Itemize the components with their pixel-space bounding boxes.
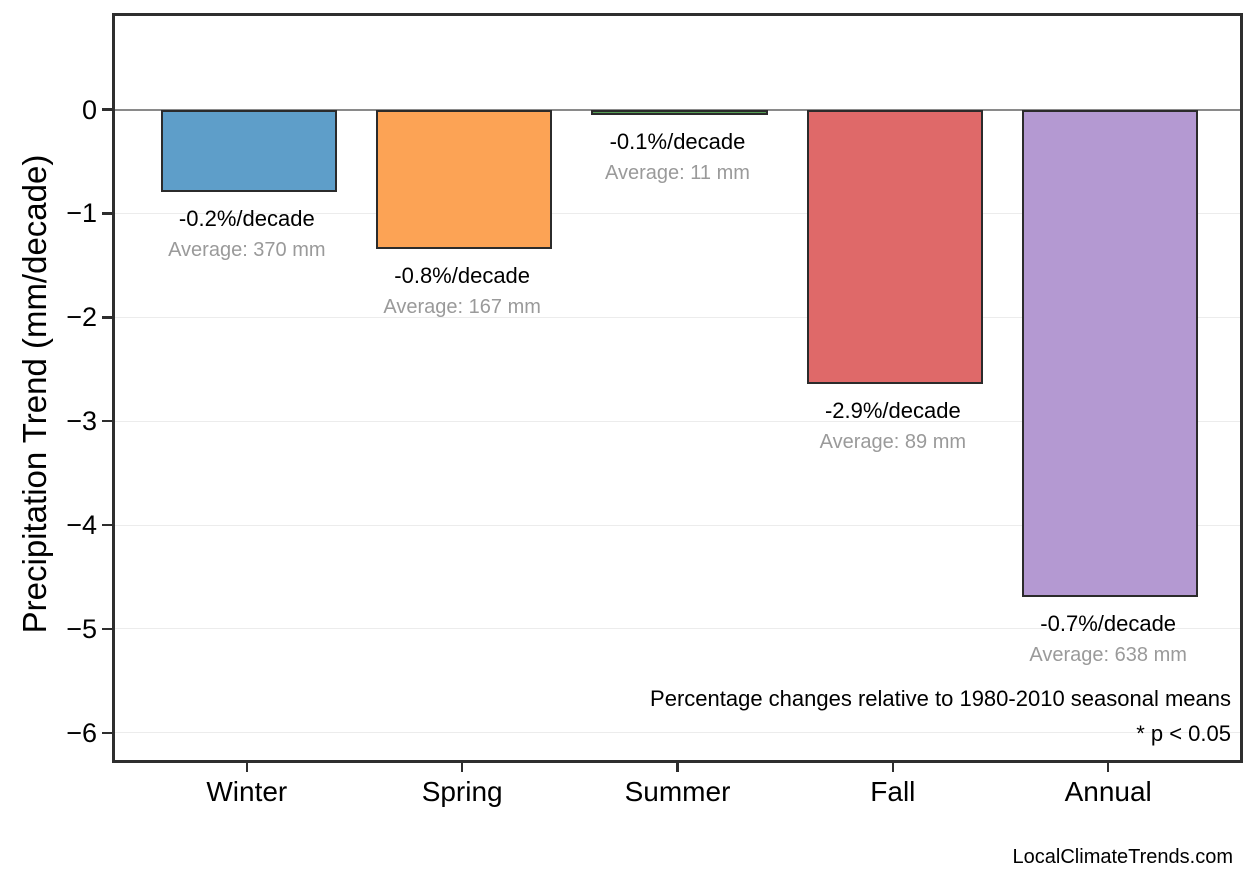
bar-pct-label-summer: -0.1%/decade — [609, 129, 746, 155]
x-tick-mark — [1106, 763, 1110, 772]
x-tick-label-winter: Winter — [206, 776, 288, 807]
bar-fall — [806, 109, 983, 384]
y-tick-mark — [102, 316, 112, 319]
gridline — [112, 316, 1243, 318]
y-tick-label: −3 — [66, 406, 97, 437]
annotation-significance: * p < 0.05 — [1136, 721, 1231, 746]
gridline — [112, 420, 1243, 422]
bar-winter — [160, 109, 337, 192]
bar-pct-label-fall: -2.9%/decade — [824, 397, 961, 423]
y-tick-mark — [102, 419, 112, 423]
x-tick-mark — [676, 763, 679, 772]
bar-pct-label-annual: -0.7%/decade — [1040, 610, 1177, 636]
x-tick-mark — [460, 763, 464, 772]
plot-panel: -0.2%/decade Average: 370 mm -0.8%/decade A… — [112, 13, 1243, 763]
x-tick-label-summer: Summer — [624, 776, 731, 807]
y-tick-label: −4 — [66, 510, 97, 541]
bar-avg-label-summer: Average: 11 mm — [605, 162, 750, 185]
bar-avg-label-fall: Average: 89 mm — [819, 430, 967, 453]
bar-avg-label-annual: Average: 638 mm — [1029, 643, 1187, 666]
bar-spring — [376, 109, 553, 249]
y-tick-label: −6 — [66, 717, 97, 748]
gridline — [112, 628, 1243, 630]
bar-avg-label-spring: Average: 167 mm — [383, 295, 541, 318]
y-tick-mark — [102, 108, 112, 111]
gridline — [112, 732, 1243, 734]
y-tick-mark — [102, 523, 112, 527]
y-tick-label: −5 — [66, 613, 97, 644]
x-tick-mark — [891, 763, 895, 772]
gridline — [112, 524, 1243, 526]
bar-pct-label-spring: -0.8%/decade — [394, 262, 531, 288]
y-tick-label: −2 — [66, 302, 97, 333]
bar-avg-label-winter: Average: 370 mm — [168, 238, 326, 261]
x-tick-label-fall: Fall — [870, 776, 916, 807]
y-tick-label: −1 — [66, 198, 97, 229]
watermark: LocalClimateTrends.com — [1012, 846, 1233, 868]
bar-annual — [1022, 109, 1199, 597]
x-tick-label-annual: Annual — [1064, 776, 1152, 807]
y-tick-mark — [102, 212, 112, 215]
annotation-note: Percentage changes relative to 1980-2010… — [650, 686, 1231, 711]
gridline — [112, 212, 1243, 214]
bar-summer — [591, 109, 768, 116]
y-tick-mark — [102, 627, 112, 631]
x-tick-mark — [245, 763, 249, 772]
bar-pct-label-winter: -0.2%/decade — [178, 205, 315, 231]
x-tick-label-spring: Spring — [421, 776, 503, 807]
y-tick-label: 0 — [81, 94, 97, 125]
y-tick-mark — [102, 731, 112, 735]
